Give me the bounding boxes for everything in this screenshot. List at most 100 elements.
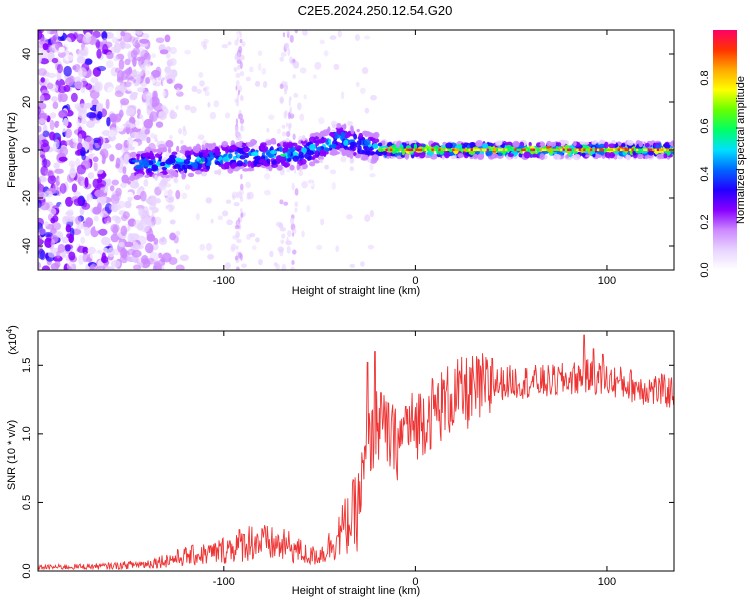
spectrogram-ridge-cell (349, 152, 354, 159)
spectrogram-streak-cell (283, 201, 289, 206)
spectrogram-core-cell (392, 148, 395, 152)
spectrogram-noise-cell (268, 114, 275, 120)
spectrogram-streak-cell (235, 266, 240, 270)
spectrogram-noise-cell (126, 191, 134, 198)
spectrogram-ridge-cell (216, 147, 221, 152)
spectrogram-ridge-cell (357, 148, 361, 154)
spectrogram-noise-cell (144, 242, 154, 254)
spectrogram-noise-cell (168, 207, 174, 213)
spectrogram-ridge-cell (343, 139, 349, 146)
spectrogram-noise-cell (254, 80, 261, 87)
spectrogram-noise-cell (158, 181, 167, 191)
spectrogram-noise-cell (144, 69, 151, 76)
spectrogram-ridge-cell (608, 143, 616, 149)
spectrogram-ridge-cell (313, 159, 319, 164)
spectrogram-noise-cell (77, 245, 86, 254)
spectrogram-noise-cell (184, 49, 191, 55)
spectrogram-noise-cell (106, 86, 115, 95)
spectrogram-xlabel: Height of straight line (km) (292, 285, 420, 297)
spectrogram-ridge-cell (585, 154, 590, 158)
spectrogram-ridge-cell (183, 159, 191, 165)
spectrogram-noise-cell (145, 76, 151, 85)
spectrogram-noise-cell (360, 87, 366, 94)
spectrogram-noise-cell (115, 106, 121, 114)
spectrogram-ridge-cell (638, 140, 643, 148)
spectrogram-noise-cell (61, 236, 69, 244)
spectrogram-noise-cell (49, 131, 56, 141)
spectrogram-ridge-cell (281, 141, 288, 148)
spectrogram-core-cell (574, 148, 577, 152)
spectrogram-noise-cell (115, 187, 122, 197)
spectrogram-ridge-cell (182, 173, 187, 177)
snr-panel: -100 0 100 0.0 0.5 1.0 1.5 (x104) Height of st… (5, 325, 675, 597)
colorbar-ticks: 0.0 0.2 0.4 0.6 0.8 (699, 70, 711, 277)
spectrogram-ridge-cell (276, 143, 281, 147)
spectrogram-streak-cell (279, 97, 284, 103)
spectrogram-noise-cell (124, 81, 132, 88)
spectrogram-noise-cell (110, 233, 120, 243)
spectrogram-core-cell (622, 148, 625, 152)
spectrogram-noise-cell (370, 94, 377, 101)
spectrogram-streak-cell (235, 72, 241, 79)
spectrogram-noise-cell (122, 166, 127, 175)
spectrogram-ridge-cell (157, 172, 163, 176)
spectrogram-noise-cell (140, 254, 149, 265)
spectrogram-ridge-cell (472, 153, 479, 160)
spectrogram-core-cell (562, 148, 565, 152)
spectrogram-ridge-cell (663, 153, 668, 159)
spectrogram-noise-cell (143, 178, 149, 188)
spectrogram-noise-cell (179, 254, 189, 262)
spectrogram-noise-cell (91, 98, 99, 106)
spectrogram-streak-cell (237, 131, 242, 138)
spectrogram-noise-cell (207, 253, 215, 260)
spectrogram-ridge-cell (144, 174, 150, 178)
spectrogram-ridge-cell (287, 158, 292, 162)
spectrogram-noise-cell (111, 179, 119, 186)
spectrogram-noise-cell (52, 255, 63, 263)
spectrogram-noise-cell (80, 236, 86, 245)
spectrogram-noise-cell (57, 30, 64, 37)
spectrogram-streak-cell (236, 191, 240, 199)
snr-xtick-label: 100 (598, 576, 616, 588)
spectrogram-ridge-cell (254, 155, 262, 161)
snr-multiplier-base: (x10 (7, 333, 19, 354)
spectrogram-ridge-cell (644, 142, 650, 148)
spectrogram-ytick-label: -20 (21, 190, 33, 206)
spectrogram-noise-cell (244, 31, 248, 39)
spectrogram-ridge-cell (364, 148, 368, 155)
spectrogram-ridge-cell (485, 149, 491, 157)
spectrogram-noise-cell (158, 252, 163, 259)
spectrogram-ytick-label: 40 (21, 48, 33, 60)
spectrogram-noise-cell (97, 136, 104, 146)
spectrogram-core-cell (636, 148, 639, 152)
spectrogram-core-cell (647, 148, 650, 152)
spectrogram-core-cell (463, 148, 467, 152)
spectrogram-core-cell (640, 148, 644, 152)
spectrogram-streak-cell (283, 84, 289, 92)
colorbar-label: Normalized spectral amplitude (735, 76, 747, 224)
spectrogram-ridge-cell (301, 135, 306, 142)
spectrogram-noise-cell (310, 182, 314, 187)
spectrogram-ridge-cell (278, 146, 283, 153)
spectrogram-ridge-cell (128, 175, 135, 182)
spectrogram-noise-cell (96, 169, 104, 175)
spectrogram-noise-cell (298, 170, 304, 176)
spectrogram-noise-cell (323, 50, 329, 57)
spectrogram-noise-cell (314, 61, 322, 70)
spectrogram-noise-cell (329, 169, 337, 175)
spectrogram-core-cell (551, 148, 554, 152)
spectrogram-ridge-cell (214, 170, 219, 175)
spectrogram-noise-cell (41, 159, 51, 168)
spectrogram-core-cell (461, 148, 464, 152)
spectrogram-noise-cell (255, 69, 260, 74)
spectrogram-core-cell (619, 148, 623, 152)
spectrogram-core-cell (617, 148, 621, 152)
spectrogram-ridge-cell (270, 149, 277, 155)
spectrogram-noise-cell (331, 182, 336, 190)
spectrogram-core-cell (429, 148, 432, 152)
spectrogram-core-cell (465, 148, 469, 152)
spectrogram-core-cell (390, 148, 393, 152)
spectrogram-core-cell (610, 148, 614, 152)
spectrogram-ridge-cell (215, 150, 221, 156)
spectrogram-noise-cell (132, 207, 140, 216)
